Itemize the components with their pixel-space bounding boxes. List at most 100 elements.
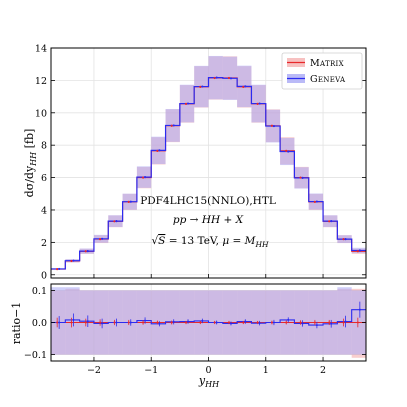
geneva-point [344, 238, 347, 241]
matrix-point [313, 200, 316, 203]
ratio-y-tick-label: 0.0 [32, 318, 47, 329]
matrix-ratio-point [356, 321, 359, 324]
geneva-point [115, 220, 118, 223]
geneva-point [287, 150, 290, 153]
ratio-y-ticks: 0.1 0.0 −0.1 [24, 286, 366, 361]
geneva-point [201, 85, 204, 88]
matrix-ratio-point [227, 321, 230, 324]
legend-geneva-label: Geneva [310, 74, 346, 85]
main-y-ticks: 0 2 4 6 8 10 12 14 [35, 44, 366, 281]
matrix-point [199, 85, 202, 88]
matrix-point [156, 149, 159, 152]
ratio-x-tick-label: 1 [263, 365, 269, 376]
matrix-point [84, 250, 87, 253]
matrix-ratio-point [84, 321, 87, 324]
geneva-ratio-point [272, 321, 275, 324]
geneva-point [244, 85, 247, 88]
main-y-tick-label: 0 [41, 270, 47, 281]
matrix-point [213, 76, 216, 80]
main-y-tick-label: 8 [41, 141, 47, 152]
geneva-ratio-point [358, 308, 361, 311]
matrix-point [227, 76, 231, 80]
geneva-ratio-point [330, 322, 333, 325]
main-y-axis-label: dσ/dyHH [fb] [23, 129, 38, 198]
annotation-energy: √S = 13 TeV, μ = MHH [151, 235, 269, 249]
geneva-ratio-point [315, 324, 318, 327]
geneva-point [101, 237, 104, 240]
geneva-ratio-band [51, 287, 66, 355]
geneva-ratio-point [144, 319, 147, 322]
geneva-point [186, 102, 190, 105]
geneva-ratio-point [287, 318, 290, 321]
geneva-ratio-point [229, 322, 232, 325]
geneva-point [258, 102, 261, 105]
matrix-ratio-point [299, 321, 302, 324]
geneva-ratio-point [72, 318, 75, 321]
annotation-pdf: PDF4LHC15(NNLO),HTL [140, 195, 276, 207]
matrix-ratio-point [270, 321, 273, 324]
geneva-ratio-point [101, 322, 104, 325]
geneva-point [272, 124, 276, 128]
geneva-point [229, 77, 233, 80]
main-y-tick-label: 6 [41, 173, 47, 184]
ratio-x-tick-label: 2 [320, 365, 326, 376]
ratio-x-tick-label: −1 [144, 365, 158, 376]
matrix-point [328, 220, 331, 223]
geneva-ratio-point [158, 322, 161, 325]
matrix-ratio-point [127, 321, 130, 324]
matrix-ratio-point [170, 321, 173, 324]
ratio-lines [51, 309, 366, 326]
matrix-point [184, 102, 188, 105]
matrix-point [299, 176, 302, 179]
main-y-tick-label: 12 [35, 76, 47, 87]
matrix-point [127, 200, 130, 203]
geneva-point [72, 259, 75, 262]
matrix-ratio-point [113, 321, 116, 324]
geneva-point [129, 200, 132, 203]
legend: Matrix Geneva [281, 52, 363, 90]
matrix-point [99, 238, 102, 241]
geneva-ratio-band [337, 287, 352, 355]
matrix-ratio-point [285, 321, 288, 324]
geneva-point [358, 249, 361, 252]
matrix-ratio-point [99, 321, 102, 324]
geneva-ratio-point [86, 320, 89, 323]
geneva-ratio-point [344, 320, 347, 323]
geneva-ratio-band [65, 287, 80, 355]
geneva-point [86, 250, 89, 253]
main-x-ticks [93, 274, 324, 278]
geneva-point [158, 149, 161, 152]
geneva-ratio-point [244, 320, 247, 323]
matrix-point [342, 238, 345, 241]
ratio-x-ticks: −2 −1 0 1 2 [87, 357, 326, 376]
ratio-x-tick-label: −2 [87, 365, 101, 376]
geneva-ratio-point [58, 321, 61, 324]
main-lines [51, 77, 366, 270]
geneva-ratio-line [51, 309, 366, 326]
geneva-ratio-point [201, 319, 204, 322]
geneva-ratio-point [301, 322, 304, 325]
matrix-ratio-point [156, 321, 159, 324]
matrix-ratio-point [70, 321, 73, 324]
ratio-y-tick-label: −0.1 [24, 350, 47, 361]
geneva-point [301, 176, 304, 180]
geneva-point [215, 76, 218, 79]
matrix-ratio-point [328, 321, 331, 324]
geneva-point [315, 200, 318, 203]
main-y-tick-label: 4 [41, 205, 47, 216]
geneva-ratio-point [172, 320, 175, 323]
ratio-y-axis-label: ratio−1 [10, 302, 23, 345]
matrix-ratio-point [142, 321, 145, 324]
ratio-y-tick-label: 0.1 [32, 286, 47, 297]
main-points [56, 76, 361, 271]
matrix-point [70, 259, 73, 263]
main-y-tick-label: 2 [41, 238, 47, 249]
matrix-point [56, 267, 59, 271]
geneva-point [172, 124, 175, 127]
annotation-process: pp → HH + X [173, 214, 244, 226]
main-panel: 0 2 4 6 8 10 12 14 [35, 44, 367, 281]
main-y-tick-label: 10 [35, 108, 47, 119]
matrix-ratio-point [313, 321, 316, 324]
main-y-tick-label: 14 [35, 44, 47, 55]
